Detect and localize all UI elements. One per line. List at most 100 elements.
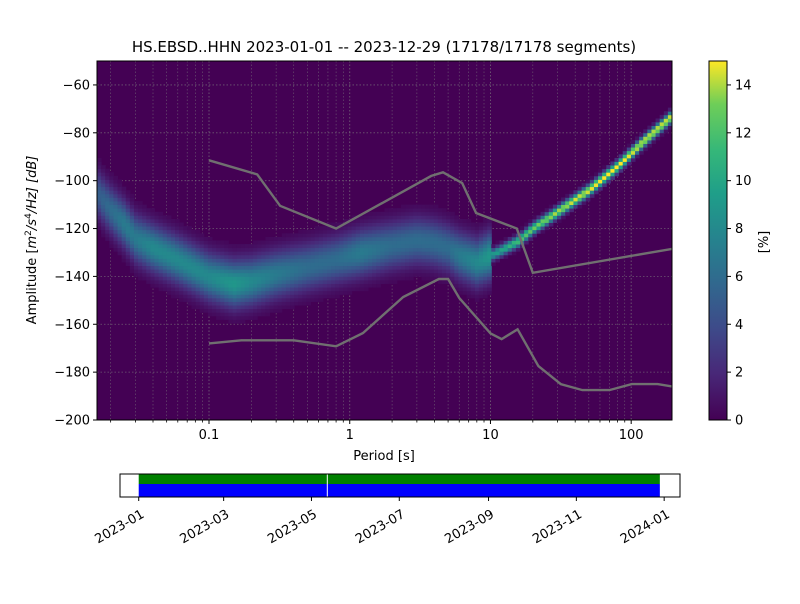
heatmap-cell <box>372 229 377 234</box>
heatmap-cell <box>622 154 628 159</box>
heatmap-cell <box>306 272 312 277</box>
heatmap-cell <box>368 254 373 259</box>
heatmap-cell <box>376 218 381 223</box>
heatmap-cell <box>433 258 439 263</box>
heatmap-cell <box>133 233 139 238</box>
heatmap-cell <box>105 193 110 198</box>
heatmap-cell <box>347 247 353 252</box>
heatmap-cell <box>150 262 155 267</box>
heatmap-cell <box>146 215 151 220</box>
heatmap-cell <box>589 179 595 184</box>
heatmap-cell <box>133 211 139 216</box>
heatmap-cell <box>199 279 205 284</box>
heatmap-cell <box>499 240 505 245</box>
heatmap-cell <box>355 258 361 263</box>
heatmap-cell <box>569 193 574 198</box>
heatmap-cell <box>183 269 188 274</box>
heatmap-cell <box>199 262 205 267</box>
heatmap-cell <box>417 236 422 241</box>
heatmap-cell <box>133 265 139 270</box>
heatmap-cell <box>331 236 336 241</box>
heatmap-cell <box>170 290 176 295</box>
heatmap-cell <box>376 244 381 249</box>
heatmap-cell <box>322 244 328 249</box>
heatmap-cell <box>544 218 550 223</box>
heatmap-cell <box>413 240 418 245</box>
heatmap-cell <box>454 287 459 292</box>
heatmap-cell <box>335 229 340 234</box>
heatmap-cell <box>306 276 312 281</box>
heatmap-cell <box>138 240 143 245</box>
y-tick-label: −100 <box>54 174 90 189</box>
heatmap-cell <box>470 262 476 267</box>
heatmap-cell <box>146 240 151 245</box>
heatmap-cell <box>470 294 476 299</box>
heatmap-cell <box>458 269 464 274</box>
heatmap-cell <box>359 251 365 256</box>
heatmap-cell <box>458 244 464 249</box>
heatmap-cell <box>437 218 443 223</box>
heatmap-cell <box>355 287 361 292</box>
heatmap-cell <box>150 254 155 259</box>
heatmap-cell <box>491 247 496 252</box>
heatmap-cell <box>384 258 390 263</box>
heatmap-cell <box>602 183 607 188</box>
heatmap-cell <box>244 305 250 310</box>
heatmap-cell <box>442 222 447 227</box>
heatmap-cell <box>565 208 570 213</box>
heatmap-cell <box>446 211 451 216</box>
heatmap-cell <box>466 290 472 295</box>
heatmap-cell <box>129 251 135 256</box>
heatmap-cell <box>339 265 344 270</box>
heatmap-cell <box>212 290 217 295</box>
heatmap-cell <box>109 233 114 238</box>
heatmap-cell <box>129 233 135 238</box>
heatmap-cell <box>273 287 279 292</box>
heatmap-cell <box>437 215 443 220</box>
heatmap-cell <box>199 301 205 306</box>
heatmap-cell <box>105 229 110 234</box>
heatmap-cell <box>368 229 373 234</box>
heatmap-cell <box>232 269 238 274</box>
heatmap-cell <box>598 175 603 180</box>
heatmap-cell <box>216 279 221 284</box>
heatmap-cell <box>622 157 628 162</box>
heatmap-cell <box>470 244 476 249</box>
heatmap-cell <box>109 229 114 234</box>
heatmap-cell <box>138 269 143 274</box>
heatmap-cell <box>212 247 217 252</box>
heatmap-cell <box>396 265 402 270</box>
heatmap-cell <box>191 247 197 252</box>
heatmap-cell <box>191 236 197 241</box>
heatmap-cell <box>635 136 640 141</box>
heatmap-cell <box>318 258 324 263</box>
heatmap-cell <box>310 276 316 281</box>
heatmap-cell <box>478 294 484 299</box>
heatmap-cell <box>446 229 451 234</box>
heatmap-cell <box>318 229 324 234</box>
heatmap-cell <box>166 222 172 227</box>
heatmap-cell <box>236 287 242 292</box>
heatmap-cell <box>433 244 439 249</box>
heatmap-cell <box>392 215 398 220</box>
heatmap-cell <box>109 197 114 202</box>
heatmap-cell <box>298 251 303 256</box>
heatmap-cell <box>298 247 303 252</box>
heatmap-cell <box>158 251 164 256</box>
heatmap-cell <box>244 287 250 292</box>
heatmap-cell <box>396 229 402 234</box>
heatmap-cell <box>429 244 435 249</box>
heatmap-cell <box>273 301 279 306</box>
heatmap-cell <box>199 290 205 295</box>
heatmap-cell <box>232 276 238 281</box>
heatmap-cell <box>462 276 468 281</box>
heatmap-cell <box>462 279 468 284</box>
heatmap-cell <box>651 132 657 137</box>
heatmap-cell <box>331 222 336 227</box>
heatmap-cell <box>593 172 599 177</box>
heatmap-cell <box>355 276 361 281</box>
heatmap-cell <box>355 226 361 231</box>
heatmap-cell <box>265 305 270 310</box>
nlnm-line <box>208 277 672 392</box>
